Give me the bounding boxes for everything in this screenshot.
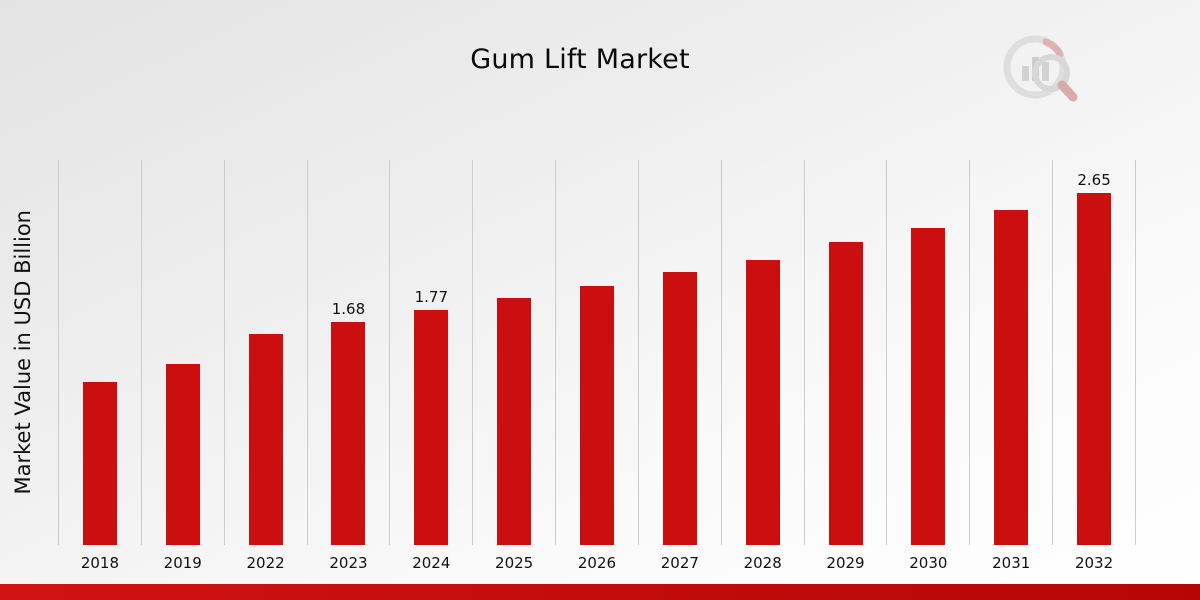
x-tick-label-2027: 2027 — [660, 554, 699, 572]
bar-2022 — [248, 333, 283, 545]
x-tick-label-2024: 2024 — [412, 554, 451, 572]
bar-2025 — [497, 298, 532, 545]
x-tick-label-2029: 2029 — [826, 554, 865, 572]
data-label-2032: 2.65 — [1077, 171, 1111, 190]
plot-area: 2018 2019 2022 1.68 2023 1.77 2024 2025 2026 2027… — [58, 160, 1136, 572]
category-slot-2031: 2031 — [969, 160, 1052, 572]
chart-title: Gum Lift Market — [470, 44, 690, 75]
brand-logo-icon — [998, 28, 1084, 114]
y-axis-label: Market Value in USD Billion — [6, 160, 40, 545]
bar-2027 — [662, 271, 697, 545]
bar-2026 — [579, 286, 614, 545]
bar-2029 — [828, 242, 863, 545]
bar-2024: 1.77 — [414, 288, 449, 545]
category-slot-2022: 2022 — [223, 160, 307, 572]
x-tick-label-2031: 2031 — [992, 554, 1031, 572]
category-slot-2028: 2028 — [720, 160, 804, 572]
category-slot-2019: 2019 — [140, 160, 224, 572]
x-tick-label-2025: 2025 — [495, 554, 534, 572]
footer-accent-bar — [0, 584, 1200, 600]
bar-2023: 1.68 — [331, 300, 366, 545]
category-slot-2018: 2018 — [58, 160, 141, 572]
bar-2031 — [994, 210, 1029, 545]
y-axis-label-text: Market Value in USD Billion — [11, 210, 35, 495]
bar-2028 — [745, 259, 780, 545]
x-tick-label-2028: 2028 — [743, 554, 782, 572]
category-slot-2029: 2029 — [803, 160, 887, 572]
x-tick-label-2023: 2023 — [329, 554, 368, 572]
category-slot-2030: 2030 — [886, 160, 969, 572]
category-slot-2024: 1.77 2024 — [389, 160, 472, 572]
x-tick-label-2022: 2022 — [246, 554, 285, 572]
category-slot-2025: 2025 — [472, 160, 555, 572]
category-slot-2026: 2026 — [555, 160, 638, 572]
x-tick-label-2018: 2018 — [80, 554, 120, 572]
category-slot-2027: 2027 — [637, 160, 721, 572]
x-tick-label-2026: 2026 — [577, 554, 617, 572]
bar-2018 — [82, 381, 117, 545]
category-slot-2023: 1.68 2023 — [306, 160, 390, 572]
data-label-2023: 1.68 — [331, 299, 366, 318]
x-tick-label-2032: 2032 — [1074, 554, 1114, 572]
x-tick-label-2019: 2019 — [163, 554, 202, 572]
data-label-2024: 1.77 — [414, 288, 448, 307]
bar-2032: 2.65 — [1077, 171, 1112, 545]
category-slot-2032: 2.65 2032 — [1052, 160, 1136, 572]
bar-2030 — [911, 227, 946, 545]
bar-2019 — [165, 364, 200, 545]
x-tick-label-2030: 2030 — [909, 554, 948, 572]
